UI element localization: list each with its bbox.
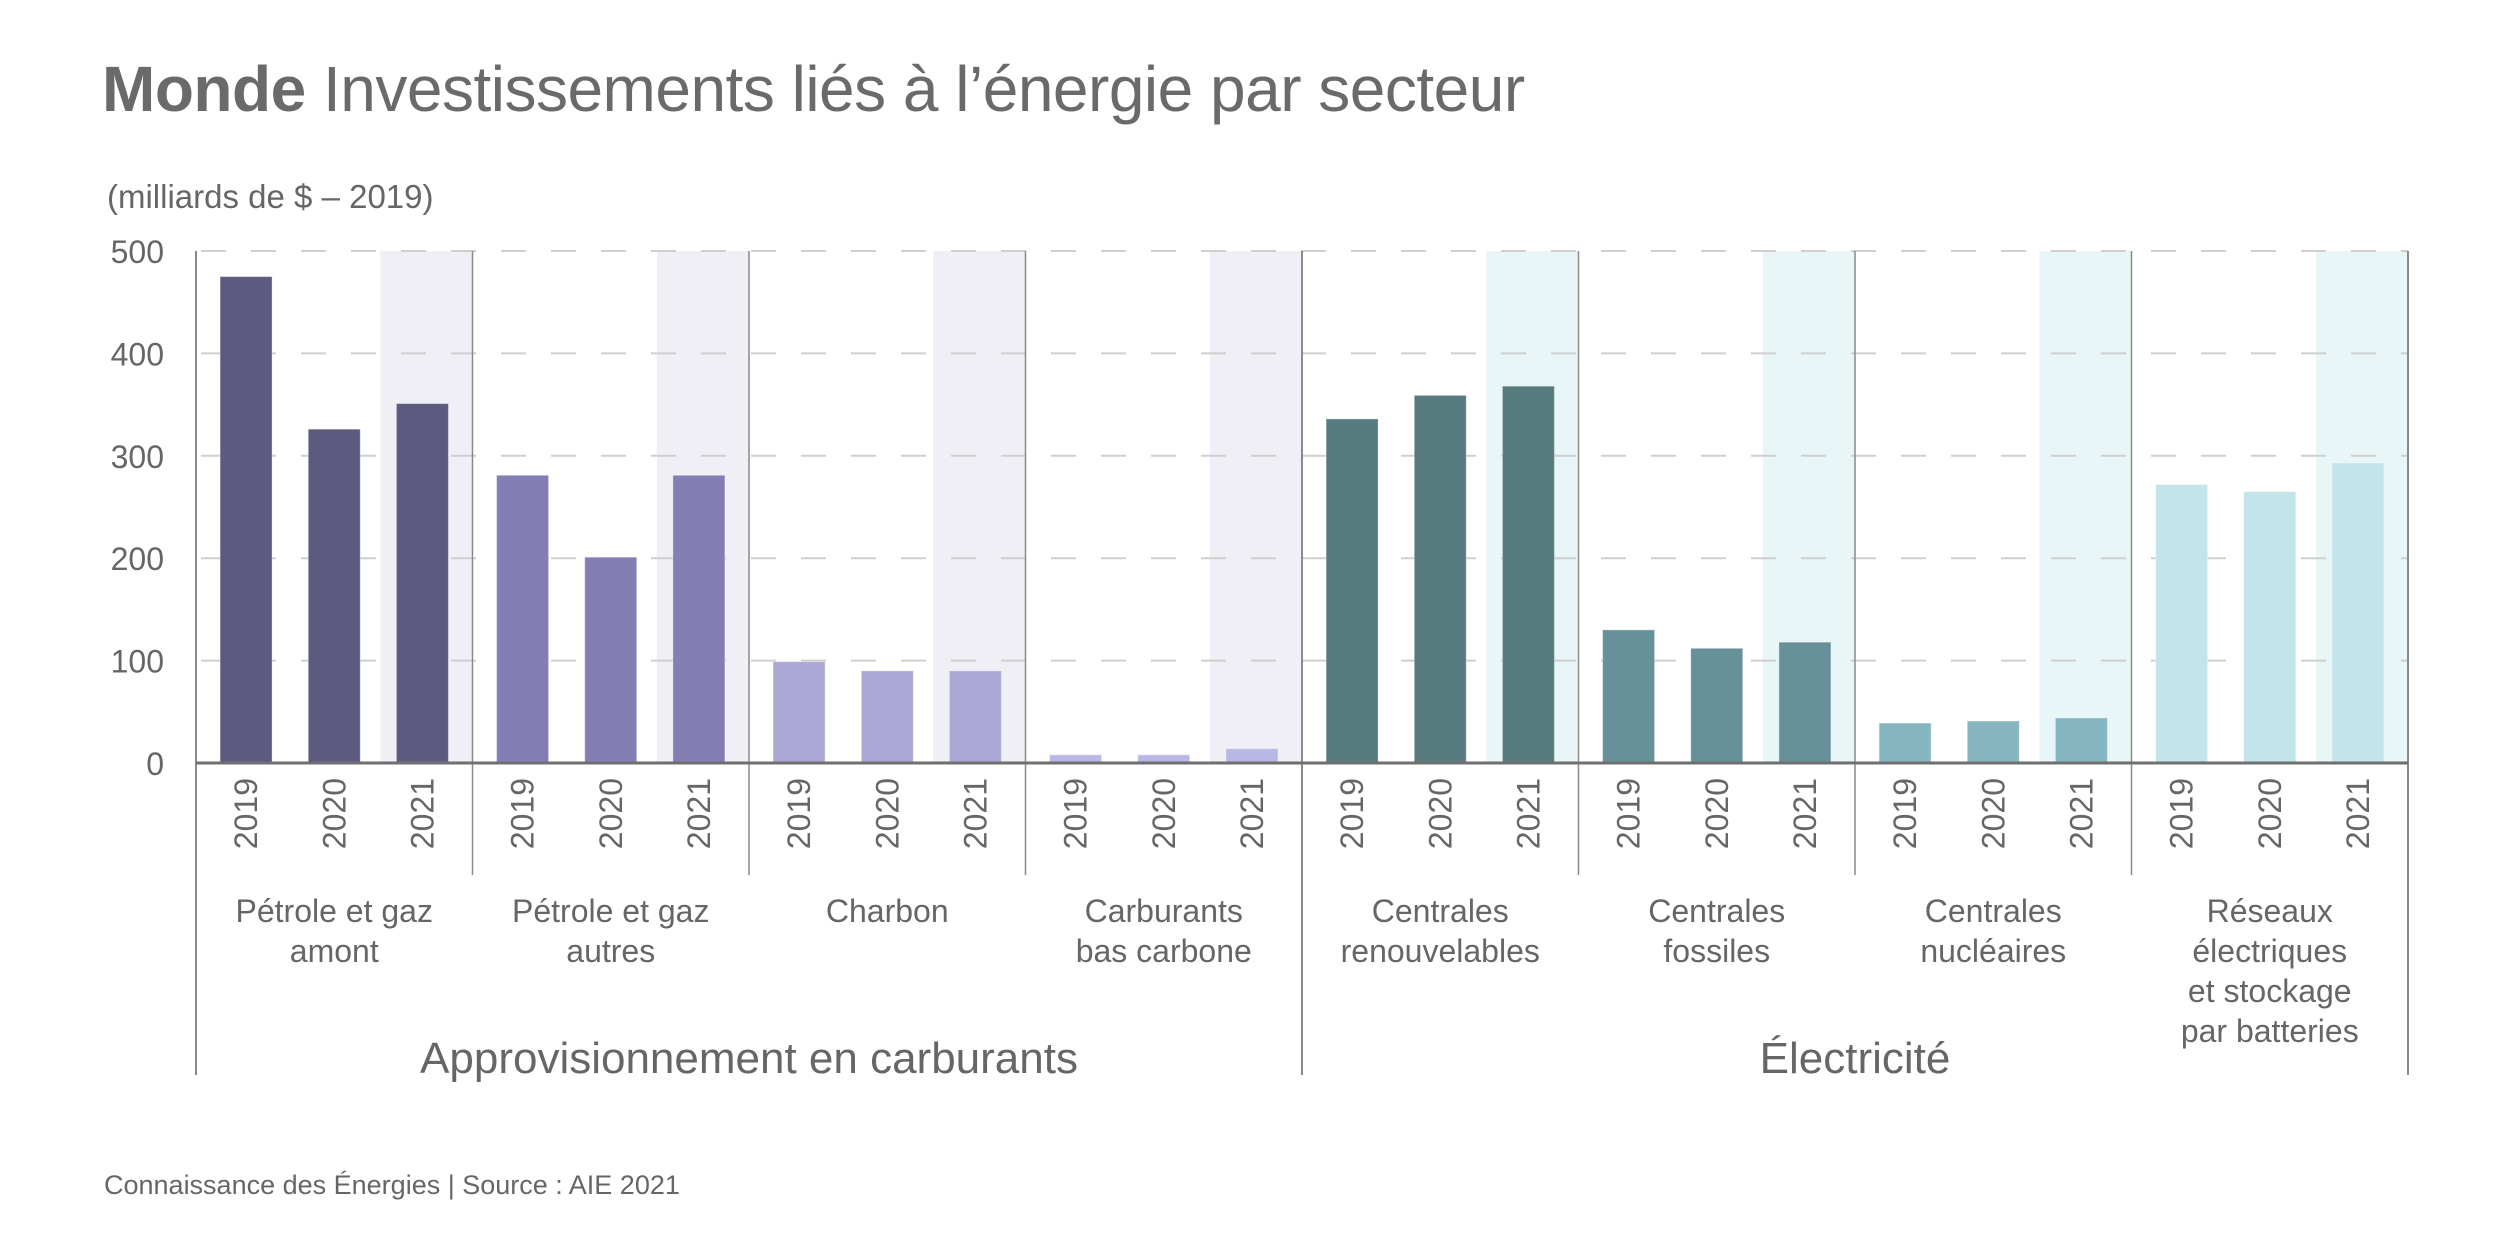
axes <box>195 251 2409 1075</box>
bar <box>860 670 914 764</box>
supergroup-label: Électricité <box>1760 1034 1951 1083</box>
group-label: Pétrole et gaz <box>512 893 709 929</box>
x-tick-label: 2021 <box>2340 778 2376 849</box>
bar <box>2155 483 2209 764</box>
bar <box>1413 394 1467 764</box>
group-label: Réseaux <box>2207 893 2333 929</box>
bar <box>672 474 726 764</box>
group-label: électriques <box>2192 933 2347 969</box>
bar <box>584 556 638 764</box>
group-label: Carburants <box>1085 893 1243 929</box>
x-tick-label: 2020 <box>593 778 629 849</box>
bar <box>1225 748 1279 764</box>
x-tick-label: 2020 <box>1975 778 2011 849</box>
chart-title-region: Monde <box>102 53 306 125</box>
bar <box>1690 647 1744 764</box>
bar <box>1778 641 1832 764</box>
chart-title-text: Investissements liés à l’énergie par sec… <box>322 53 1525 125</box>
x-tick-label: 2019 <box>1611 778 1647 849</box>
bar <box>219 276 273 764</box>
x-tick-label: 2019 <box>2164 778 2200 849</box>
group-label: bas carbone <box>1076 933 1252 969</box>
highlight-band-2021 <box>1209 251 1302 763</box>
x-tick-label: 2020 <box>1699 778 1735 849</box>
x-tick-label: 2021 <box>957 778 993 849</box>
group-label: Centrales <box>1372 893 1509 929</box>
bar <box>2331 462 2385 764</box>
bar <box>2054 717 2108 764</box>
x-tick-label: 2021 <box>1234 778 1270 849</box>
bar <box>1966 720 2020 764</box>
group-label: nucléaires <box>1920 933 2066 969</box>
x-tick-label: 2019 <box>1334 778 1370 849</box>
bar <box>1602 629 1656 764</box>
x-tick-labels: 2019 2020 2021 2019 2020 2021 2019 2020 2021 2019… <box>228 778 2376 849</box>
group-label: renouvelables <box>1341 933 1540 969</box>
x-tick-label: 2020 <box>1146 778 1182 849</box>
x-tick-label: 2020 <box>869 778 905 849</box>
y-tick-label: 500 <box>111 234 164 270</box>
group-label: Pétrole et gaz <box>236 893 433 929</box>
x-tick-label: 2021 <box>2063 778 2099 849</box>
bar <box>948 670 1002 764</box>
group-label: fossiles <box>1663 933 1770 969</box>
bar <box>1325 418 1379 764</box>
x-tick-label: 2021 <box>404 778 440 849</box>
bar <box>1501 385 1555 764</box>
x-tick-label: 2021 <box>1787 778 1823 849</box>
group-labels: Pétrole et gaz amont Pétrole et gaz autres C… <box>236 893 2359 1049</box>
bar <box>1878 722 1932 764</box>
group-label: Centrales <box>1648 893 1785 929</box>
x-tick-label: 2019 <box>1887 778 1923 849</box>
bar <box>2243 491 2297 764</box>
group-label: et stockage <box>2188 973 2352 1009</box>
group-label: autres <box>566 933 655 969</box>
y-axis-unit-label: (milliards de $ – 2019) <box>107 178 434 215</box>
highlight-band-2021 <box>2039 251 2132 763</box>
y-tick-labels: 0 100 200 300 400 500 <box>111 234 164 782</box>
bar <box>772 661 826 764</box>
y-tick-label: 300 <box>111 439 164 475</box>
x-tick-label: 2021 <box>1510 778 1546 849</box>
supergroup-labels: Approvisionnement en carburants Électrici… <box>420 1034 1950 1083</box>
y-tick-label: 0 <box>146 746 164 782</box>
x-tick-label: 2020 <box>316 778 352 849</box>
x-tick-label: 2020 <box>2252 778 2288 849</box>
group-label: amont <box>290 933 379 969</box>
bar <box>395 403 449 764</box>
bar <box>496 474 550 764</box>
x-tick-label: 2021 <box>681 778 717 849</box>
x-tick-label: 2019 <box>1058 778 1094 849</box>
group-label: Centrales <box>1925 893 2062 929</box>
x-tick-label: 2019 <box>781 778 817 849</box>
chart-title: Monde Investissements liés à l’énergie p… <box>102 52 1525 126</box>
source-footer: Connaissance des Énergies | Source : AIE… <box>104 1170 680 1200</box>
y-tick-label: 200 <box>111 541 164 577</box>
bars <box>219 276 2385 764</box>
x-tick-label: 2020 <box>1422 778 1458 849</box>
x-tick-label: 2019 <box>228 778 264 849</box>
supergroup-label: Approvisionnement en carburants <box>420 1034 1078 1083</box>
group-label: par batteries <box>2181 1013 2359 1049</box>
y-tick-label: 100 <box>111 644 164 680</box>
x-tick-label: 2019 <box>505 778 541 849</box>
group-label: Charbon <box>826 893 949 929</box>
y-tick-label: 400 <box>111 336 164 372</box>
bar <box>307 428 361 764</box>
